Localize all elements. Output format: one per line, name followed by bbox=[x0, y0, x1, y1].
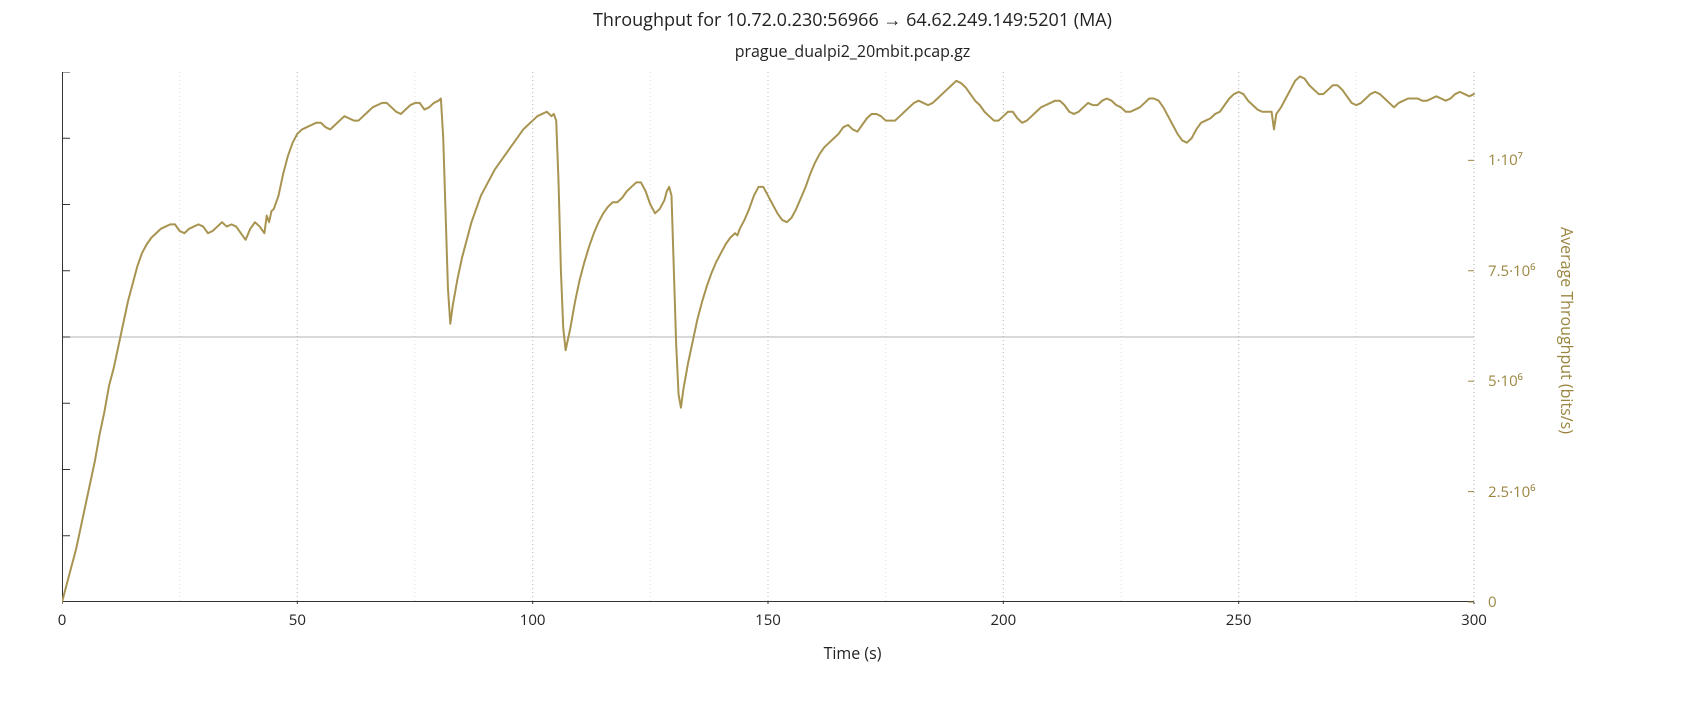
x-tick-label: 250 bbox=[1219, 610, 1259, 630]
x-tick-label: 100 bbox=[513, 610, 553, 630]
line-chart bbox=[62, 72, 1476, 604]
x-tick-label: 200 bbox=[983, 610, 1023, 630]
y-axis-label-right: Average Throughput (bits/s) bbox=[1556, 227, 1578, 434]
y-tick-label: 0 bbox=[1488, 592, 1497, 612]
y-tick-label: 5·10⁶ bbox=[1488, 371, 1523, 391]
chart-title: Throughput for 10.72.0.230:56966 → 64.62… bbox=[0, 8, 1705, 32]
x-tick-label: 0 bbox=[42, 610, 82, 630]
chart-subtitle: prague_dualpi2_20mbit.pcap.gz bbox=[0, 40, 1705, 62]
y-tick-label: 2.5·10⁶ bbox=[1488, 482, 1535, 502]
x-axis-label: Time (s) bbox=[0, 642, 1705, 664]
x-tick-label: 300 bbox=[1454, 610, 1494, 630]
x-tick-label: 150 bbox=[748, 610, 788, 630]
x-tick-label: 50 bbox=[277, 610, 317, 630]
y-tick-label: 1·10⁷ bbox=[1488, 150, 1523, 170]
y-tick-label: 7.5·10⁶ bbox=[1488, 261, 1535, 281]
